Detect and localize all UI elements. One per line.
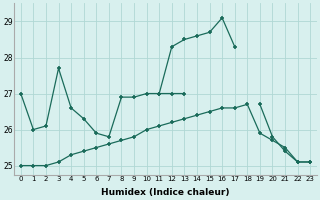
X-axis label: Humidex (Indice chaleur): Humidex (Indice chaleur) — [101, 188, 230, 197]
